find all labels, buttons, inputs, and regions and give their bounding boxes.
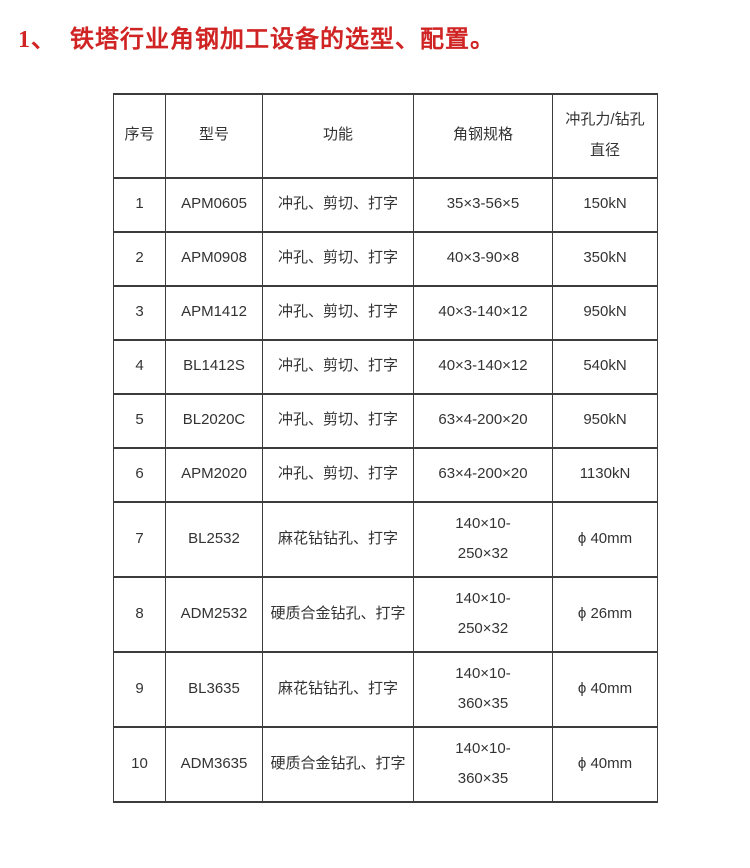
equipment-selection-table: 序号 型号 功能 角钢规格 冲孔力/钻孔 直径 1 APM0605 冲孔、剪切、… <box>113 92 658 803</box>
cell-index: 3 <box>113 284 166 341</box>
cell-force: ϕ 40mm <box>552 650 658 728</box>
table-header-row: 序号 型号 功能 角钢规格 冲孔力/钻孔 直径 <box>113 92 658 179</box>
cell-model: BL1412S <box>165 338 263 395</box>
cell-force: 350kN <box>552 230 658 287</box>
cell-force: 950kN <box>552 284 658 341</box>
cell-spec: 63×4-200×20 <box>413 392 553 449</box>
table-row: 7 BL2532 麻花钻钻孔、打字 140×10- 250×32 ϕ 40mm <box>113 500 658 578</box>
cell-force: ϕ 40mm <box>552 725 658 803</box>
cell-index: 8 <box>113 575 166 653</box>
cell-force: 950kN <box>552 392 658 449</box>
cell-function: 冲孔、剪切、打字 <box>262 446 414 503</box>
table-row: 9 BL3635 麻花钻钻孔、打字 140×10- 360×35 ϕ 40mm <box>113 650 658 728</box>
table-row: 5 BL2020C 冲孔、剪切、打字 63×4-200×20 950kN <box>113 392 658 449</box>
table-row: 8 ADM2532 硬质合金钻孔、打字 140×10- 250×32 ϕ 26m… <box>113 575 658 653</box>
cell-function: 冲孔、剪切、打字 <box>262 230 414 287</box>
title-text: 铁塔行业角钢加工设备的选型、配置。 <box>70 27 495 53</box>
cell-function: 冲孔、剪切、打字 <box>262 338 414 395</box>
cell-model: BL3635 <box>165 650 263 728</box>
cell-spec: 140×10- 250×32 <box>413 575 553 653</box>
cell-model: ADM3635 <box>165 725 263 803</box>
col-header-force: 冲孔力/钻孔 直径 <box>552 92 658 179</box>
cell-function: 冲孔、剪切、打字 <box>262 176 414 233</box>
col-header-spec: 角钢规格 <box>413 92 553 179</box>
table-row: 2 APM0908 冲孔、剪切、打字 40×3-90×8 350kN <box>113 230 658 287</box>
cell-model: BL2532 <box>165 500 263 578</box>
cell-function: 麻花钻钻孔、打字 <box>262 500 414 578</box>
table-row: 10 ADM3635 硬质合金钻孔、打字 140×10- 360×35 ϕ 40… <box>113 725 658 803</box>
cell-force: 540kN <box>552 338 658 395</box>
cell-force: 150kN <box>552 176 658 233</box>
table-row: 4 BL1412S 冲孔、剪切、打字 40×3-140×12 540kN <box>113 338 658 395</box>
cell-model: APM2020 <box>165 446 263 503</box>
col-header-index: 序号 <box>113 92 166 179</box>
cell-spec: 40×3-90×8 <box>413 230 553 287</box>
cell-index: 4 <box>113 338 166 395</box>
cell-model: APM0908 <box>165 230 263 287</box>
table-row: 3 APM1412 冲孔、剪切、打字 40×3-140×12 950kN <box>113 284 658 341</box>
cell-spec: 140×10- 250×32 <box>413 500 553 578</box>
cell-spec: 40×3-140×12 <box>413 284 553 341</box>
table-row: 1 APM0605 冲孔、剪切、打字 35×3-56×5 150kN <box>113 176 658 233</box>
cell-index: 9 <box>113 650 166 728</box>
page-title: 1、 铁塔行业角钢加工设备的选型、配置。 <box>18 26 750 55</box>
cell-function: 麻花钻钻孔、打字 <box>262 650 414 728</box>
cell-spec: 140×10- 360×35 <box>413 725 553 803</box>
cell-function: 冲孔、剪切、打字 <box>262 284 414 341</box>
cell-model: ADM2532 <box>165 575 263 653</box>
cell-index: 1 <box>113 176 166 233</box>
cell-spec: 35×3-56×5 <box>413 176 553 233</box>
cell-function: 硬质合金钻孔、打字 <box>262 725 414 803</box>
cell-function: 冲孔、剪切、打字 <box>262 392 414 449</box>
col-header-function: 功能 <box>262 92 414 179</box>
cell-function: 硬质合金钻孔、打字 <box>262 575 414 653</box>
title-number: 1、 <box>18 27 56 53</box>
cell-spec: 63×4-200×20 <box>413 446 553 503</box>
cell-index: 10 <box>113 725 166 803</box>
cell-model: BL2020C <box>165 392 263 449</box>
cell-force: 1130kN <box>552 446 658 503</box>
col-header-model: 型号 <box>165 92 263 179</box>
cell-index: 7 <box>113 500 166 578</box>
cell-force: ϕ 40mm <box>552 500 658 578</box>
table-row: 6 APM2020 冲孔、剪切、打字 63×4-200×20 1130kN <box>113 446 658 503</box>
cell-model: APM0605 <box>165 176 263 233</box>
cell-index: 2 <box>113 230 166 287</box>
cell-model: APM1412 <box>165 284 263 341</box>
cell-spec: 40×3-140×12 <box>413 338 553 395</box>
cell-index: 6 <box>113 446 166 503</box>
cell-force: ϕ 26mm <box>552 575 658 653</box>
cell-index: 5 <box>113 392 166 449</box>
cell-spec: 140×10- 360×35 <box>413 650 553 728</box>
